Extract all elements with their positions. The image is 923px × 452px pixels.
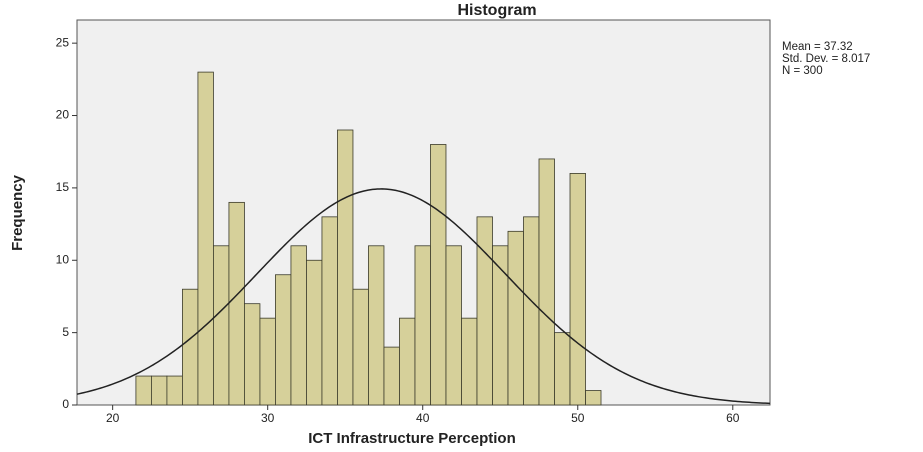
y-tick-label: 5: [62, 325, 69, 339]
bar: [461, 317, 478, 406]
bar: [414, 245, 431, 406]
bar: [554, 332, 571, 406]
normal-curve: [76, 188, 771, 405]
bar: [352, 288, 369, 406]
bar: [523, 216, 540, 406]
stat-sd: Std. Dev. = 8.017: [782, 53, 870, 65]
bar: [275, 274, 292, 406]
bar: [383, 346, 400, 406]
bar: [182, 288, 199, 406]
y-tick-label: 20: [56, 108, 70, 122]
bar: [244, 303, 261, 406]
bar: [228, 201, 245, 406]
bar: [430, 144, 447, 406]
x-tick-label: 50: [571, 411, 585, 425]
bar: [135, 375, 152, 406]
stat-n: N = 300: [782, 65, 823, 77]
bar: [476, 216, 493, 406]
bar: [197, 71, 214, 406]
bar: [368, 245, 385, 406]
x-tick-label: 30: [261, 411, 275, 425]
bar: [321, 216, 338, 406]
bar: [213, 245, 230, 406]
x-tick-label: 40: [416, 411, 430, 425]
x-axis-title: ICT Infrastructure Perception: [308, 430, 516, 447]
bar: [166, 375, 183, 406]
y-tick-label: 0: [62, 397, 69, 411]
bar: [399, 317, 416, 406]
y-axis-title: Frequency: [9, 174, 26, 251]
y-tick-label: 25: [56, 35, 70, 49]
bar: [569, 173, 586, 406]
stat-mean: Mean = 37.32: [782, 41, 853, 53]
bar: [151, 375, 168, 406]
bar: [445, 245, 462, 406]
bar: [306, 259, 323, 406]
y-tick-label: 15: [56, 180, 70, 194]
x-tick-label: 20: [106, 411, 120, 425]
bar: [259, 317, 276, 406]
bar: [290, 245, 307, 406]
x-tick-label: 60: [726, 411, 740, 425]
bar: [585, 390, 602, 406]
bar: [507, 230, 524, 406]
chart-title: Histogram: [457, 2, 536, 19]
bar: [538, 158, 555, 406]
bar: [337, 129, 354, 406]
bar: [492, 245, 509, 406]
y-tick-label: 10: [56, 252, 70, 266]
